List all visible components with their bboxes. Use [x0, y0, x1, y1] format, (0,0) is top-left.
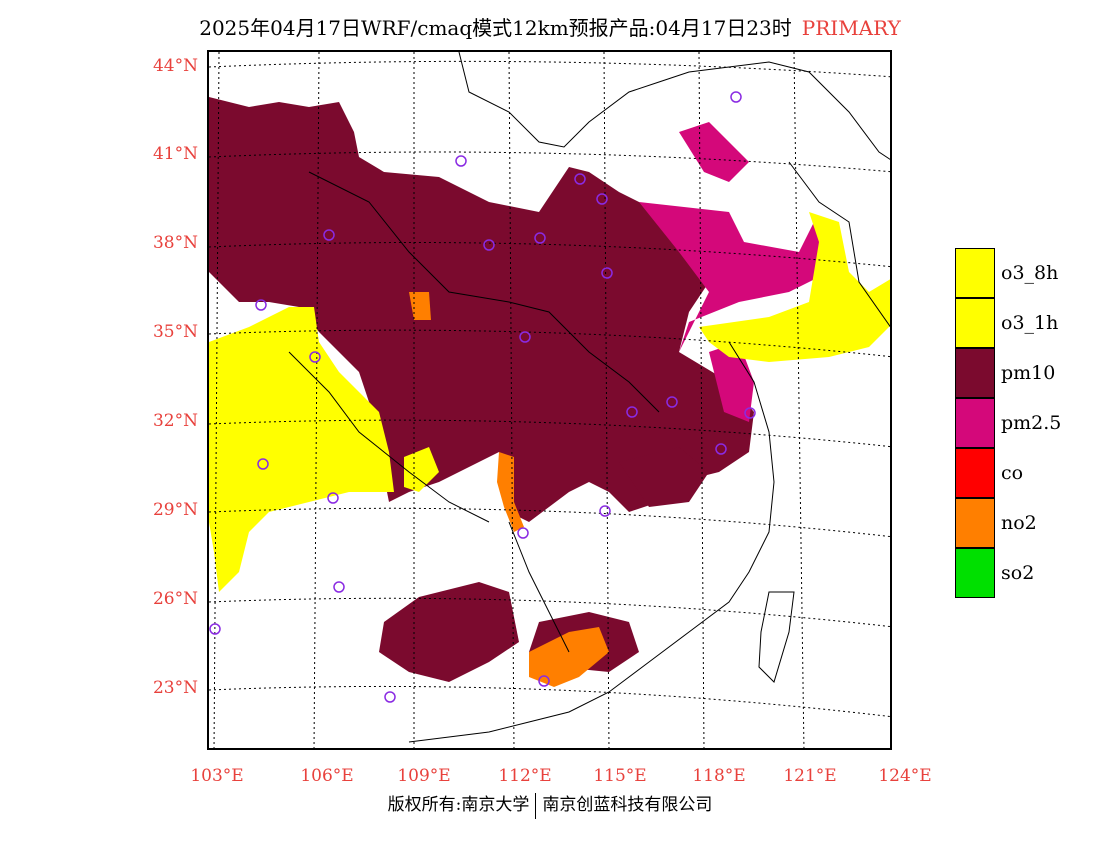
station-marker: [596, 193, 608, 205]
lat-label: 32°N: [152, 411, 198, 431]
no2-band: [497, 452, 524, 532]
station-marker: [209, 623, 221, 635]
lat-label: 41°N: [152, 144, 198, 164]
station-marker: [519, 331, 531, 343]
lat-label: 23°N: [152, 678, 198, 698]
station-marker: [333, 581, 345, 593]
copyright: 版权所有:南京大学 南京创蓝科技有限公司: [0, 790, 1100, 819]
legend-label: so2: [1001, 562, 1035, 584]
title-main: 2025年04月17日WRF/cmaq模式12km预报产品:04月17日23时: [199, 16, 792, 40]
legend-swatch: [955, 248, 995, 298]
legend-label: o3_8h: [1001, 262, 1059, 284]
chart-title: 2025年04月17日WRF/cmaq模式12km预报产品:04月17日23时 P…: [0, 12, 1100, 41]
station-marker: [666, 396, 678, 408]
lat-label: 26°N: [152, 589, 198, 609]
station-marker: [534, 232, 546, 244]
pm25-region: [639, 202, 829, 352]
lon-label: 121°E: [783, 766, 837, 786]
lat-label: 29°N: [152, 500, 198, 520]
station-marker: [384, 691, 396, 703]
legend-swatch: [955, 448, 995, 498]
station-marker: [715, 443, 727, 455]
copyright-left: 版权所有:南京大学: [387, 795, 530, 815]
lon-label: 103°E: [190, 766, 244, 786]
o3-west-patch: [404, 447, 439, 492]
pm10-east-patch: [619, 447, 709, 507]
station-marker: [626, 406, 638, 418]
pm10-region: [209, 97, 754, 522]
station-marker: [599, 505, 611, 517]
legend-label: o3_1h: [1001, 312, 1059, 334]
station-marker: [574, 173, 586, 185]
legend-label: pm10: [1001, 362, 1056, 384]
pm25-region: [709, 342, 754, 422]
lat-label: 44°N: [152, 56, 198, 76]
station-marker: [483, 239, 495, 251]
graticule: [209, 52, 890, 748]
station-marker: [744, 407, 756, 419]
copyright-separator: [535, 792, 537, 819]
o3-east-region: [699, 212, 890, 362]
station-marker: [257, 458, 269, 470]
pm25-region: [679, 122, 749, 182]
legend-swatch: [955, 398, 995, 448]
station-marker: [601, 267, 613, 279]
lon-label: 106°E: [300, 766, 354, 786]
lon-label: 124°E: [878, 766, 932, 786]
title-tag: PRIMARY: [801, 16, 901, 40]
legend-swatch: [955, 298, 995, 348]
station-marker: [538, 675, 550, 687]
station-marker: [323, 229, 335, 241]
station-marker: [255, 299, 267, 311]
map-panel[interactable]: [207, 50, 892, 750]
copyright-right: 南京创蓝科技有限公司: [542, 795, 713, 815]
station-marker: [730, 91, 742, 103]
lon-label: 118°E: [692, 766, 746, 786]
legend-swatch: [955, 498, 995, 548]
lon-label: 109°E: [397, 766, 451, 786]
pm10-south-patch: [379, 582, 519, 682]
legend-swatch: [955, 548, 995, 598]
legend-swatch: [955, 348, 995, 398]
boundaries: [288, 52, 890, 743]
legend-label: co: [1001, 462, 1024, 484]
station-marker: [517, 527, 529, 539]
no2-patch: [529, 627, 609, 687]
o3-west-region: [209, 307, 394, 592]
lon-label: 112°E: [498, 766, 552, 786]
lat-label: 35°N: [152, 322, 198, 342]
station-marker: [309, 351, 321, 363]
pollutant-map: [209, 52, 890, 748]
legend-label: no2: [1001, 512, 1037, 534]
lat-label: 38°N: [152, 233, 198, 253]
legend-label: pm2.5: [1001, 412, 1062, 434]
lon-label: 115°E: [593, 766, 647, 786]
stations: [209, 91, 756, 703]
station-marker: [455, 155, 467, 167]
station-marker: [327, 492, 339, 504]
